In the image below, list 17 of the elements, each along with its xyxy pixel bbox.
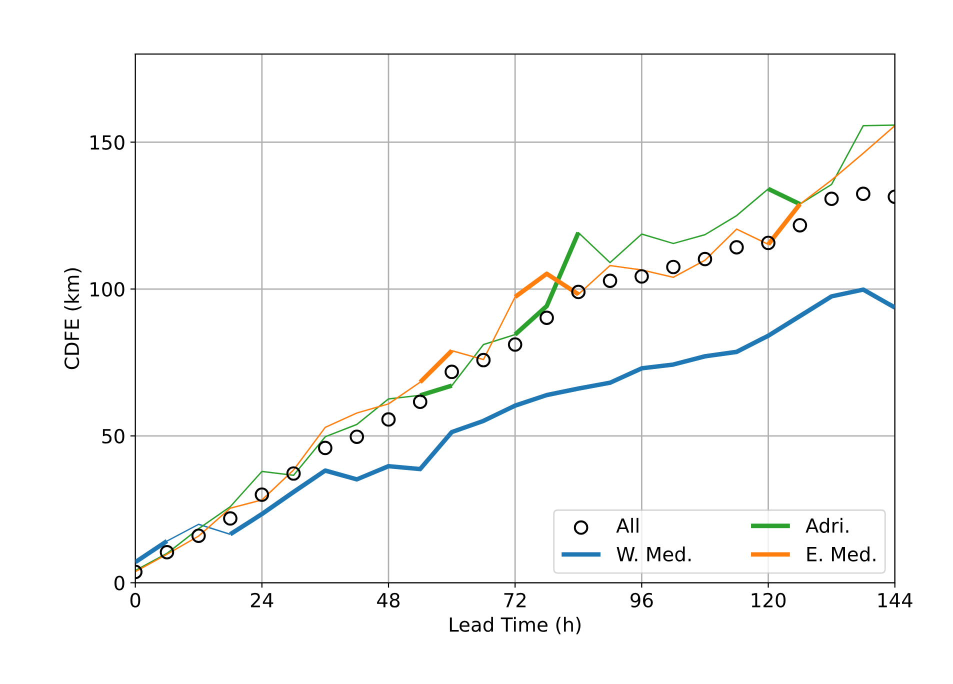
x-tick-label: 24 [250, 592, 274, 608]
x-tick-label: 48 [377, 592, 400, 608]
legend-label: Adri. [806, 518, 848, 533]
x-tick-label: 120 [752, 592, 786, 608]
x-tick-label: 144 [878, 593, 912, 608]
y-tick-label: 50 [102, 428, 124, 444]
x-tick-label: 0 [130, 592, 140, 608]
x-tick-label: 96 [630, 592, 653, 608]
x-axis-title: Lead Time (h) [450, 616, 580, 634]
y-axis-title: CDFE (km) [64, 268, 82, 370]
legend-label: W. Med. [616, 546, 691, 562]
x-tick-label: 72 [504, 592, 526, 608]
y-tick-label: 100 [90, 282, 124, 297]
legend-label: E. Med. [807, 546, 876, 562]
y-tick-label: 0 [114, 576, 124, 590]
legend-label: All [616, 518, 638, 533]
y-tick-label: 150 [90, 135, 124, 150]
